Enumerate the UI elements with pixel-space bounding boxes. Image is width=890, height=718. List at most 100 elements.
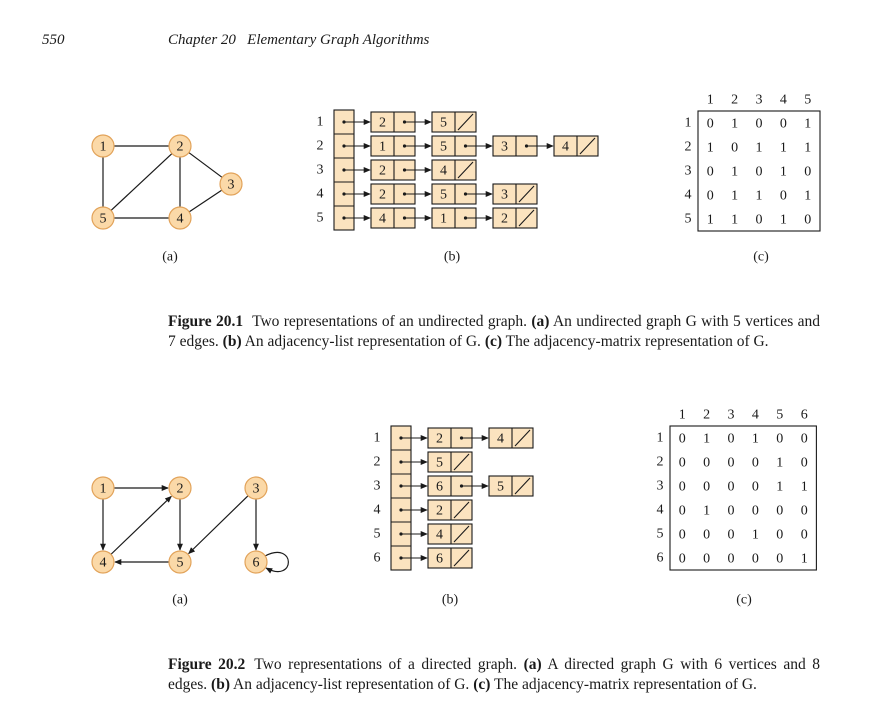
fig2-cell-2-4: 0 (752, 456, 759, 471)
fig2-cell-6-3: 0 (728, 552, 735, 567)
fig1-vertex-label-5: 5 (100, 212, 107, 227)
fig1-cell-3-4: 1 (780, 165, 787, 180)
fig2-vertex-label-2: 2 (177, 482, 184, 497)
caption-part-text: A directed graph G with 6 vertices and 8… (168, 656, 821, 693)
fig2-row-label-4: 4 (657, 503, 664, 518)
fig2-cell-3-4: 0 (752, 480, 759, 495)
fig2-nil-slash (453, 501, 470, 519)
fig1-list-value-2-3: 3 (501, 140, 508, 155)
fig2-row-label-6: 6 (657, 551, 664, 566)
fig1-list-index-2: 2 (317, 139, 324, 154)
caption-part-text: An adjacency-list representation of G. (241, 333, 485, 350)
fig2-cell-5-1: 0 (679, 528, 686, 543)
fig2-cell-1-3: 0 (728, 432, 735, 447)
fig2-col-label-4: 4 (752, 408, 759, 423)
fig2-vertex-2 (168, 476, 192, 500)
fig2-list-value-2-5: 5 (436, 456, 443, 471)
fig1-col-label-1: 1 (707, 93, 714, 108)
page-number: 550 (42, 32, 65, 48)
fig2-nil-slash (453, 549, 470, 567)
caption-part-tag: (a) (531, 313, 550, 330)
fig1-nil-slash (518, 185, 535, 203)
fig2-part-label-0: (a) (172, 593, 188, 608)
fig2-nil-slash (514, 429, 531, 447)
fig1-matrix-frame (697, 110, 821, 232)
fig2-list-value-1-2: 2 (436, 432, 443, 447)
fig1-part-label-2: (c) (753, 250, 769, 265)
fig2-cell-4-2: 1 (703, 504, 710, 519)
fig1-list-node (553, 135, 599, 157)
fig2-edge-3-5 (188, 495, 249, 555)
fig2-list-index-5: 5 (374, 527, 381, 542)
caption-part-text: An adjacency-list representation of G. (230, 676, 474, 693)
fig1-cell-4-2: 1 (731, 189, 738, 204)
fig2-nil-slash (514, 477, 531, 495)
fig1-cell-1-5: 1 (804, 117, 811, 132)
fig1-row-label-4: 4 (685, 188, 692, 203)
fig2-vertex-label-3: 3 (253, 482, 260, 497)
fig1-list-node (492, 183, 538, 205)
fig2-col-label-1: 1 (679, 408, 686, 423)
fig2-cell-4-3: 0 (728, 504, 735, 519)
fig2-cell-1-4: 1 (752, 432, 759, 447)
figure-label: Figure 20.1 (168, 313, 244, 330)
fig1-list-value-5-2: 2 (501, 212, 508, 227)
fig1-edge-3-4 (188, 189, 223, 213)
fig2-cell-1-1: 0 (679, 432, 686, 447)
fig1-list-value-3-2: 2 (379, 164, 386, 179)
fig1-col-label-5: 5 (804, 93, 811, 108)
fig1-cell-4-1: 0 (707, 189, 714, 204)
fig1-cell-2-4: 1 (780, 141, 787, 156)
fig1-list-value-3-4: 4 (440, 164, 447, 179)
fig1-cell-4-4: 0 (780, 189, 787, 204)
fig2-list-node (427, 499, 473, 521)
fig1-row-label-1: 1 (685, 116, 692, 131)
fig1-cell-5-4: 1 (780, 213, 787, 228)
fig1-edge-2-5 (110, 153, 173, 211)
fig2-list-index-1: 1 (374, 431, 381, 446)
fig1-cell-3-3: 0 (756, 165, 763, 180)
fig2-row-label-3: 3 (657, 479, 664, 494)
fig1-vertex-1 (91, 134, 115, 158)
fig2-cell-1-2: 1 (703, 432, 710, 447)
fig2-list-index-6: 6 (374, 551, 381, 566)
fig2-cell-3-3: 0 (728, 480, 735, 495)
fig1-cell-5-2: 1 (731, 213, 738, 228)
fig2-part-label-2: (c) (736, 593, 752, 608)
fig1-row-label-5: 5 (685, 212, 692, 227)
fig1-nil-slash (518, 209, 535, 227)
fig2-cell-2-1: 0 (679, 456, 686, 471)
fig2-vertex-3 (244, 476, 268, 500)
fig2-col-label-2: 2 (703, 408, 710, 423)
fig1-vertex-3 (219, 172, 243, 196)
fig2-cell-6-5: 0 (776, 552, 783, 567)
fig2-vertex-label-6: 6 (253, 556, 260, 571)
fig1-list-value-2-4: 4 (562, 140, 569, 155)
fig1-cell-3-2: 1 (731, 165, 738, 180)
fig2-row-label-1: 1 (657, 431, 664, 446)
fig2-list-index-3: 3 (374, 479, 381, 494)
fig2-list-value-1-4: 4 (497, 432, 504, 447)
fig2-vertex-1 (91, 476, 115, 500)
fig2-cell-1-6: 0 (801, 432, 808, 447)
fig1-list-value-4-5: 5 (440, 188, 447, 203)
fig2-edge-4-2 (110, 495, 172, 555)
fig2-cell-6-1: 0 (679, 552, 686, 567)
fig1-list-node (492, 207, 538, 229)
caption-part-tag: (b) (222, 333, 242, 350)
fig2-vertex-5 (168, 550, 192, 574)
caption-part-text: The adjacency-matrix representation of G… (502, 333, 769, 350)
fig2-cell-4-1: 0 (679, 504, 686, 519)
fig2-vertex-6 (244, 550, 268, 574)
fig2-col-label-6: 6 (801, 408, 808, 423)
fig1-list-value-4-2: 2 (379, 188, 386, 203)
fig1-cell-1-1: 0 (707, 117, 714, 132)
fig1-vertex-label-2: 2 (177, 140, 184, 155)
fig1-list-value-5-1: 1 (440, 212, 447, 227)
fig1-nil-slash (457, 113, 474, 131)
fig1-list-node (431, 159, 477, 181)
fig2-nil-slash (453, 453, 470, 471)
fig1-cell-3-5: 0 (804, 165, 811, 180)
fig2-list-node (427, 451, 473, 473)
